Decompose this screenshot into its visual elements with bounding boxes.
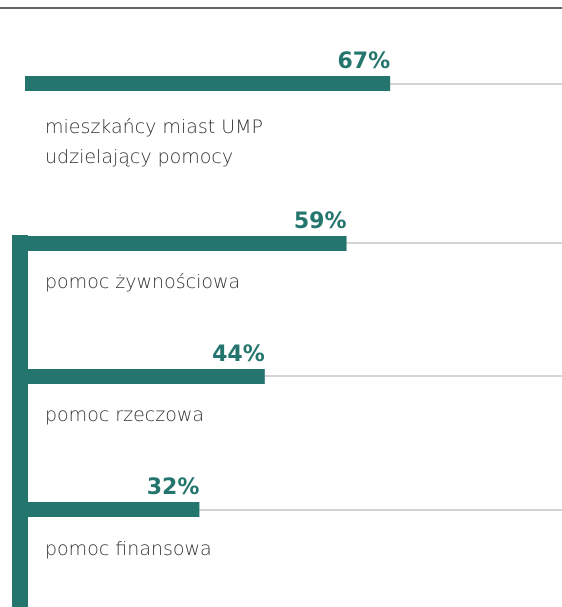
bar <box>25 369 265 384</box>
value-label: 44% <box>212 342 265 367</box>
category-label: pomoc żywnościowa <box>45 271 241 293</box>
value-label: 59% <box>294 209 347 234</box>
bar <box>25 236 347 251</box>
value-label: 32% <box>147 475 200 500</box>
value-label: 67% <box>337 49 390 74</box>
category-label: pomoc finansowa <box>45 538 212 560</box>
category-label: pomoc rzeczowa <box>45 404 205 426</box>
connector-bar <box>12 235 28 607</box>
bar <box>25 76 391 91</box>
category-label: mieszkańcy miast UMP udzielający pomocy <box>45 116 264 168</box>
bar <box>25 502 200 517</box>
